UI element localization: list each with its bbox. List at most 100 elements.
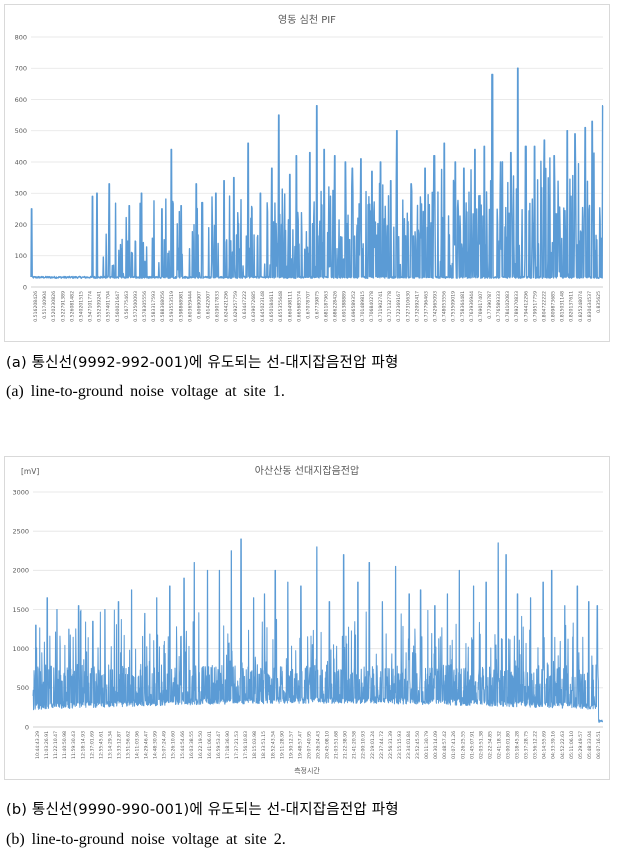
- x-tick-label: 0.624421296: [224, 291, 230, 322]
- x-tick-label: 0.758364481: [460, 291, 466, 322]
- x-tick-label: 0.763936944: [469, 291, 475, 322]
- x-tick-label: 0.804722222: [541, 291, 547, 322]
- x-tick-label: 0.799517759: [532, 291, 538, 322]
- x-tick-label: 02:22:34.85: [487, 731, 493, 759]
- x-tick-label: 0.681187963: [324, 291, 330, 322]
- x-tick-label: 12:37:01.69: [89, 731, 95, 759]
- x-tick-label: 01:26:25.55: [460, 731, 466, 759]
- x-tick-label: 22:00:10.93: [361, 731, 367, 759]
- x-tick-label: 0.784102083: [505, 291, 511, 322]
- y-tick-label: 0: [25, 723, 29, 731]
- x-tick-label: 0.572500093: [133, 291, 139, 322]
- x-tick-label: 0.727310630: [405, 291, 411, 322]
- caption-a-korean: (a) 통신선(9992-992-001)에 유도되는 선-대지잡음전압 파형: [6, 355, 399, 371]
- x-tick-label: 0.665685574: [296, 291, 302, 322]
- x-tick-label: 0.77390787: [487, 291, 493, 319]
- y-tick-label: 2500: [12, 527, 29, 535]
- x-tick-label: 0.825248074: [578, 291, 584, 322]
- x-tick-label: 23:52:45.50: [415, 731, 421, 759]
- y-tick-label: 1000: [12, 645, 29, 653]
- x-tick-label: 0.557401704: [106, 291, 112, 322]
- x-axis-label: 측정시간: [294, 766, 320, 775]
- x-tick-label: 0.815031148: [560, 291, 566, 322]
- x-tick-label: 19:48:57.47: [297, 731, 303, 759]
- x-tick-label: 0.660498111: [287, 291, 293, 322]
- x-tick-label: 22:56:31.39: [388, 731, 394, 759]
- x-tick-label: 03:18:45.28: [515, 731, 521, 759]
- x-tick-label: 23:34:01.84: [406, 731, 412, 759]
- x-tick-label: 14:48:30.99: [153, 731, 159, 759]
- x-tick-label: 13:14:29.34: [107, 731, 113, 759]
- x-tick-label: 19:30:12.57: [288, 731, 294, 759]
- x-tick-label: 0.516208426: [33, 291, 39, 322]
- x-tick-label: 0.835625: [596, 291, 602, 313]
- x-tick-label: 0.522791389: [60, 291, 66, 322]
- x-tick-label: 18:52:43.54: [270, 731, 276, 759]
- x-tick-label: 13:51:56.62: [126, 731, 132, 759]
- y-tick-label: 700: [15, 65, 27, 73]
- caption-b-english: (b) line-to-ground noise voltage at site…: [6, 831, 286, 848]
- x-tick-label: 0.820137611: [569, 291, 575, 322]
- chart-title: 아산산동 선대지잡음전압: [255, 464, 359, 477]
- x-tick-label: 0.691388889: [342, 291, 348, 322]
- x-tick-label: 0.650184611: [269, 291, 275, 322]
- y-tick-label: 800: [15, 33, 27, 41]
- x-tick-label: 0.67078707: [305, 291, 311, 319]
- y-tick-label: 500: [17, 684, 29, 692]
- x-tick-label: 0.809873685: [551, 291, 557, 322]
- x-tick-label: 02:41:18.32: [496, 731, 502, 759]
- y-tick-label: 400: [15, 158, 27, 166]
- x-tick-label: 18:15:03.98: [252, 731, 258, 759]
- x-tick-label: 0.769017407: [478, 291, 484, 322]
- x-tick-label: 0.748053556: [442, 291, 448, 322]
- x-tick-label: 14:11:03.96: [135, 731, 141, 759]
- x-tick-label: 0.711902741: [378, 291, 384, 322]
- x-tick-label: 14:29:46.47: [144, 731, 150, 759]
- y-unit-label: [mV]: [21, 467, 39, 476]
- y-tick-label: 2000: [12, 567, 29, 575]
- x-tick-label: 0.776589333: [496, 291, 502, 322]
- x-tick-label: 03:00:01.80: [506, 731, 512, 759]
- x-tick-label: 0.526081482: [69, 291, 75, 322]
- x-tick-label: 0.645023148: [260, 291, 266, 322]
- x-tick-label: 0.56775463: [124, 291, 130, 319]
- y-tick-label: 300: [15, 190, 27, 198]
- x-tick-label: 13:33:12.87: [116, 731, 122, 759]
- x-tick-label: 03:56:12.22: [533, 731, 539, 759]
- x-tick-label: 0.706840278: [369, 291, 375, 322]
- x-tick-label: 0.552309241: [97, 291, 103, 322]
- x-tick-label: 10:44:43.29: [35, 731, 41, 759]
- x-tick-label: 02:03:51.38: [478, 731, 484, 759]
- y-tick-label: 3000: [12, 488, 29, 496]
- x-tick-label: 0.737796463: [423, 291, 429, 322]
- x-tick-label: 0.742965093: [433, 291, 439, 322]
- x-tick-label: 16:03:38.55: [189, 731, 195, 759]
- x-tick-label: 0.717132778: [387, 291, 393, 322]
- x-tick-label: 16:59:53.47: [216, 731, 222, 759]
- x-tick-label: 0.789270833: [514, 291, 520, 322]
- x-tick-label: 0.629257759: [233, 291, 239, 322]
- x-tick-label: 01:07:41.26: [451, 731, 457, 759]
- series-line: [32, 538, 604, 723]
- y-tick-label: 500: [15, 127, 27, 135]
- x-tick-label: 22:37:44.72: [379, 731, 385, 759]
- x-tick-label: 20:26:24.43: [316, 731, 322, 759]
- x-tick-label: 0.794412296: [523, 291, 529, 322]
- x-tick-label: 00:30:14.09: [433, 731, 439, 759]
- caption-b-korean: (b) 통신선(9990-990-001)에 유도되는 선-대지잡음전압 파형: [6, 802, 399, 818]
- x-tick-label: 0.639072685: [251, 291, 257, 322]
- x-tick-label: 03:37:28.75: [524, 731, 530, 759]
- x-tick-label: 05:29:49.57: [578, 731, 584, 759]
- x-tick-label: 0.686228426: [333, 291, 339, 322]
- y-tick-label: 100: [15, 252, 27, 260]
- x-tick-label: 05:11:06.10: [569, 731, 575, 759]
- x-tick-label: 19:11:28.90: [279, 731, 285, 759]
- x-tick-label: 21:03:51.68: [334, 731, 340, 759]
- x-tick-label: 11:59:30.43: [71, 731, 77, 759]
- x-tick-label: 23:15:15.93: [397, 731, 403, 759]
- x-tick-label: 0.60690907: [196, 291, 202, 319]
- x-tick-label: 0.732092417: [414, 291, 420, 322]
- x-tick-label: 04:14:55.69: [542, 731, 548, 759]
- x-tick-label: 15:26:10.60: [171, 731, 177, 759]
- chart-panel-site-2: [mV] 아산산동 선대지잡음전압 0 500 1000 1500 2000 2500 30…: [4, 456, 610, 780]
